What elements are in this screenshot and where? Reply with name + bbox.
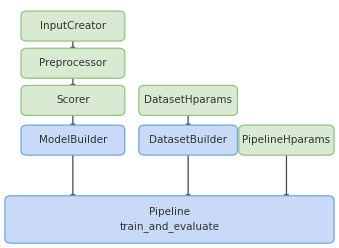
FancyBboxPatch shape (139, 125, 237, 155)
Text: InputCreator: InputCreator (40, 21, 106, 31)
Text: Scorer: Scorer (56, 95, 90, 105)
FancyBboxPatch shape (139, 85, 237, 116)
FancyBboxPatch shape (21, 11, 125, 41)
FancyBboxPatch shape (21, 125, 125, 155)
FancyBboxPatch shape (21, 85, 125, 116)
Text: DatasetBuilder: DatasetBuilder (149, 135, 227, 145)
Text: DatasetHparams: DatasetHparams (144, 95, 232, 105)
Text: Preprocessor: Preprocessor (39, 58, 107, 68)
Text: ModelBuilder: ModelBuilder (39, 135, 107, 145)
FancyBboxPatch shape (5, 196, 334, 243)
FancyBboxPatch shape (239, 125, 334, 155)
FancyBboxPatch shape (21, 48, 125, 78)
Text: Pipeline
train_and_evaluate: Pipeline train_and_evaluate (120, 207, 219, 232)
Text: PipelineHparams: PipelineHparams (242, 135, 331, 145)
